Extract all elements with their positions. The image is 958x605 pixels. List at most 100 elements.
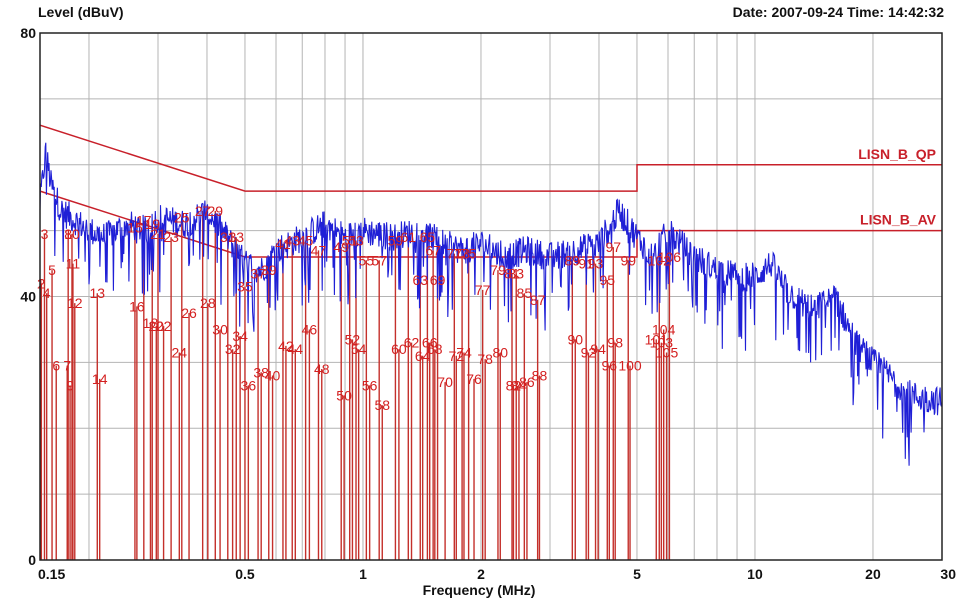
x-axis-title: Frequency (MHz) bbox=[422, 582, 536, 598]
limit-line-label: LISN_B_AV bbox=[860, 212, 937, 228]
marker-label: 60 bbox=[391, 341, 407, 357]
marker-label: 69 bbox=[430, 272, 446, 288]
marker-label: 43 bbox=[284, 233, 300, 249]
marker-label: 39 bbox=[261, 262, 277, 278]
marker-label: 29 bbox=[207, 203, 223, 219]
marker-label: 64 bbox=[415, 348, 431, 364]
marker-label: 3 bbox=[41, 226, 49, 242]
marker-label: 26 bbox=[181, 305, 197, 321]
marker-label: 65 bbox=[420, 229, 436, 245]
x-tick-label: 0.15 bbox=[38, 566, 65, 582]
marker-label: 49 bbox=[333, 239, 349, 255]
x-tick-labels: 0.15 0.5 1 2 5 10 20 30 bbox=[38, 566, 956, 582]
marker-label: 66 bbox=[422, 335, 438, 351]
marker-label: 53 bbox=[348, 233, 364, 249]
marker-label: 73 bbox=[454, 246, 470, 262]
marker-label: 11 bbox=[66, 256, 81, 272]
marker-label: 2 bbox=[37, 275, 45, 291]
marker-label: 44 bbox=[288, 341, 304, 357]
marker-label: 35 bbox=[237, 279, 253, 295]
marker-label: 30 bbox=[212, 321, 228, 337]
marker-label: 91 bbox=[578, 256, 594, 272]
y-tick-labels: 0 40 80 bbox=[20, 25, 36, 568]
marker-label: 32 bbox=[225, 341, 241, 357]
marker-label: 103 bbox=[650, 335, 674, 351]
marker-label: 96 bbox=[602, 358, 618, 374]
marker-label: 101 bbox=[645, 331, 669, 347]
marker-label: 52 bbox=[345, 331, 361, 347]
time-label: Time: 14:42:32 bbox=[846, 4, 944, 20]
marker-label: 17 bbox=[136, 213, 152, 229]
marker-label: 68 bbox=[427, 341, 443, 357]
marker-label: 46 bbox=[302, 321, 318, 337]
marker-label: 75 bbox=[461, 246, 477, 262]
marker-layer bbox=[39, 210, 671, 560]
marker-label: 86 bbox=[519, 374, 535, 390]
marker-label: 105 bbox=[655, 344, 679, 360]
marker-label: 74 bbox=[456, 344, 472, 360]
marker-label: 92 bbox=[581, 344, 597, 360]
marker-label: 48 bbox=[314, 361, 330, 377]
marker-label: 94 bbox=[590, 341, 606, 357]
y-tick-label: 40 bbox=[20, 289, 36, 305]
marker-label: 67 bbox=[425, 242, 441, 258]
marker-label: 61 bbox=[401, 229, 417, 245]
marker-label: 106 bbox=[658, 249, 682, 265]
marker-label: 5 bbox=[48, 262, 56, 278]
y-tick-label: 0 bbox=[28, 552, 36, 568]
limit-line-labels: LISN_B_QP LISN_B_AV bbox=[858, 146, 936, 228]
limit-line-label: LISN_B_QP bbox=[858, 146, 936, 162]
marker-label: 81 bbox=[504, 265, 520, 281]
marker-label: 25 bbox=[174, 209, 190, 225]
marker-label: 102 bbox=[648, 252, 672, 268]
marker-label: 28 bbox=[200, 295, 216, 311]
marker-label: 100 bbox=[618, 358, 642, 374]
marker-label: 87 bbox=[530, 292, 546, 308]
marker-label: 23 bbox=[163, 229, 179, 245]
x-tick-label: 20 bbox=[865, 566, 881, 582]
marker-label: 9 bbox=[66, 377, 74, 393]
marker-label: 89 bbox=[565, 252, 581, 268]
marker-label: 15 bbox=[127, 219, 143, 235]
marker-label: 51 bbox=[342, 233, 358, 249]
marker-label: 57 bbox=[371, 252, 387, 268]
marker-label: 22 bbox=[156, 318, 172, 334]
marker-label: 56 bbox=[362, 377, 378, 393]
marker-label: 54 bbox=[351, 341, 367, 357]
marker-label: 80 bbox=[492, 344, 508, 360]
x-tick-label: 5 bbox=[633, 566, 641, 582]
marker-label: 79 bbox=[490, 262, 506, 278]
marker-label: 45 bbox=[298, 233, 314, 249]
marker-label: 16 bbox=[129, 298, 145, 314]
trace-layer bbox=[39, 142, 943, 466]
marker-label: 63 bbox=[412, 272, 428, 288]
marker-label: 104 bbox=[652, 321, 676, 337]
marker-label: 33 bbox=[228, 229, 244, 245]
marker-label: 42 bbox=[278, 338, 294, 354]
marker-label: 40 bbox=[265, 368, 281, 384]
date-time-stamp: Date: 2007-09-24 Time: 14:42:32 bbox=[733, 4, 944, 20]
marker-label: 97 bbox=[605, 239, 621, 255]
marker-label: 90 bbox=[567, 331, 583, 347]
marker-label: 13 bbox=[89, 285, 105, 301]
marker-label: 62 bbox=[404, 335, 420, 351]
marker-label: 8 bbox=[64, 226, 72, 242]
x-tick-label: 1 bbox=[359, 566, 367, 582]
plot-frame bbox=[39, 32, 943, 561]
marker-label: 6 bbox=[52, 358, 60, 374]
marker-label: 24 bbox=[172, 344, 188, 360]
marker-label: 27 bbox=[195, 203, 211, 219]
marker-label: 37 bbox=[250, 265, 266, 281]
marker-label: 58 bbox=[374, 397, 390, 413]
marker-label: 59 bbox=[388, 233, 404, 249]
marker-label: 4 bbox=[43, 285, 51, 301]
marker-label: 84 bbox=[511, 377, 527, 393]
marker-label: 21 bbox=[150, 226, 166, 242]
marker-label: 76 bbox=[466, 371, 482, 387]
marker-label: 18 bbox=[143, 315, 159, 331]
marker-label: 20 bbox=[149, 318, 165, 334]
marker-label: 85 bbox=[517, 285, 533, 301]
x-tick-label: 30 bbox=[940, 566, 956, 582]
x-tick-label: 2 bbox=[477, 566, 485, 582]
